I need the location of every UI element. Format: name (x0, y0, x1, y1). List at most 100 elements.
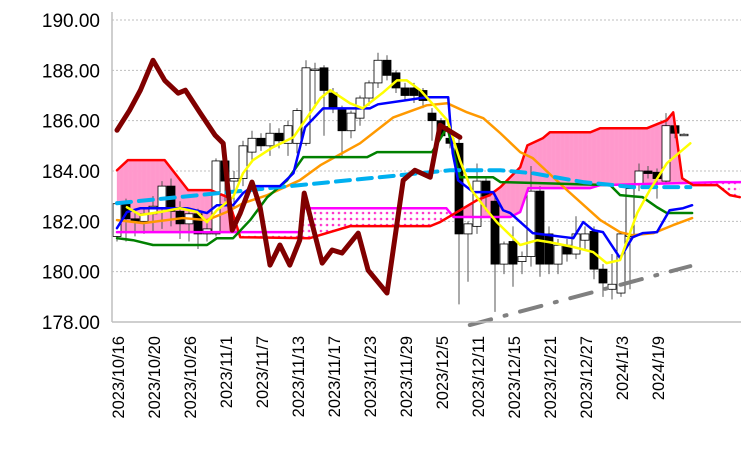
indicator-line-2 (115, 168, 693, 206)
cloud-segment (616, 128, 619, 185)
candle-body (418, 90, 428, 101)
candle-body (283, 125, 293, 144)
candle-body (238, 145, 248, 179)
cloud-segment (382, 208, 385, 227)
candle-body (643, 170, 653, 174)
candle-body (544, 233, 554, 265)
cloud-segment (620, 128, 624, 185)
candle-body (490, 200, 500, 265)
x-tick-label: 2023/12/21 (542, 336, 560, 419)
cloud-segment (270, 232, 273, 238)
cloud-segment (735, 182, 738, 197)
cloud-segment (591, 130, 595, 188)
candle-body (364, 82, 374, 99)
cloud-segment (618, 128, 622, 185)
cloud-segment (387, 208, 390, 227)
cloud-segment (249, 232, 252, 238)
cloud-segment (602, 128, 606, 186)
cloud-segment (629, 128, 633, 185)
cloud-segment (726, 182, 729, 195)
candle-body (400, 87, 410, 96)
x-tick-label: 2023/11/1 (218, 336, 236, 408)
cloud-segment (351, 208, 354, 227)
cloud-segment (335, 208, 338, 231)
cloud-segment (378, 208, 381, 227)
y-tick-label: 182.00 (42, 212, 100, 233)
cloud-segment (344, 208, 347, 228)
candle-body (373, 59, 383, 84)
cloud-segment (279, 232, 282, 238)
x-tick-label: 2023/12/27 (578, 336, 596, 419)
cloud-segment (384, 208, 387, 227)
cloud-segment (510, 174, 514, 218)
x-tick-label: 2023/12/11 (470, 336, 488, 417)
cloud-segment (288, 232, 291, 238)
candle-body (382, 59, 392, 76)
candle-body (274, 132, 284, 142)
cloud-segment (389, 208, 392, 227)
x-tick-label: 2023/10/16 (110, 336, 128, 419)
cloud-segment (272, 232, 275, 238)
cloud-segment (391, 208, 394, 227)
cloud-segment (346, 208, 349, 228)
cloud-segment (614, 128, 617, 185)
candle-body (508, 241, 518, 265)
candle-body (517, 256, 527, 263)
cloud-segment (276, 232, 279, 238)
cloud-segment (353, 208, 356, 227)
cloud-segment (364, 208, 367, 227)
x-axis-labels: 2023/10/16 2023/10/20 2023/10/26 2023/11/1 2… (110, 336, 668, 419)
cloud-segment (731, 182, 734, 196)
cloud-segment (427, 208, 430, 227)
cloud-segment (326, 208, 329, 234)
cloud-segment (375, 208, 378, 227)
cloud-segment (283, 232, 286, 238)
cloud-segment (328, 208, 331, 233)
cloud-segment (348, 208, 351, 227)
cloud-segment (542, 136, 545, 189)
cloud-segment (267, 232, 270, 238)
y-tick-label: 184.00 (42, 162, 100, 183)
x-tick-label: 2023/11/7 (254, 336, 272, 408)
candle-body (247, 137, 257, 153)
cloud-segment (670, 112, 673, 184)
cloud-segment (369, 208, 372, 227)
cloud-segment (274, 232, 277, 238)
candle-body (211, 160, 221, 235)
cloud-segment (600, 128, 604, 186)
candle-body (598, 268, 608, 284)
cloud-segment (584, 132, 588, 189)
cloud-segment (729, 182, 732, 196)
cloud-segment (643, 128, 646, 185)
cloud-segment (411, 208, 414, 227)
cloud-segment (432, 208, 435, 226)
cloud-segment (607, 128, 610, 186)
cloud-segment (243, 232, 246, 238)
cloud-segment (292, 232, 295, 238)
candle-body (526, 190, 536, 257)
cloud-segment (501, 183, 505, 218)
candle-body (634, 170, 644, 184)
cloud-segment (544, 134, 547, 189)
cloud-segment (443, 208, 446, 221)
cloud-segment (593, 129, 597, 188)
candle-body (409, 87, 419, 96)
cloud-segment (254, 232, 257, 238)
cloud-segment (623, 128, 626, 185)
cloud-segment (420, 208, 423, 227)
cloud-segment (380, 208, 383, 227)
cloud-segment (499, 185, 502, 218)
cloud-segment (539, 138, 543, 189)
indicator-line-4 (125, 79, 692, 265)
cloud-segment (589, 131, 592, 189)
candle-body (535, 190, 545, 265)
cloud-segment (371, 208, 374, 227)
cloud-segment (409, 208, 412, 227)
cloud-segment (290, 232, 293, 238)
cloud-segment (402, 208, 405, 227)
cloud-segment (605, 128, 608, 186)
cloud-segment (738, 182, 740, 198)
cloud-segment (609, 128, 613, 186)
cloud-segment (339, 208, 342, 230)
